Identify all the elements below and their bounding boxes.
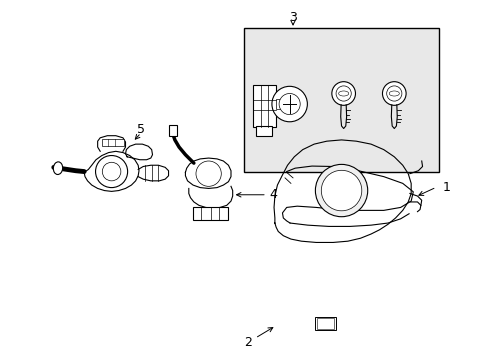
Text: 3: 3: [288, 11, 296, 24]
Bar: [256, 126, 272, 136]
Circle shape: [335, 86, 350, 101]
Bar: [252, 85, 276, 127]
Text: 1: 1: [442, 181, 450, 194]
Circle shape: [321, 170, 361, 211]
Bar: [315, 317, 335, 330]
Ellipse shape: [53, 162, 62, 175]
Ellipse shape: [388, 91, 399, 96]
Circle shape: [95, 156, 127, 188]
Circle shape: [279, 94, 300, 114]
Text: 5: 5: [137, 123, 145, 136]
Polygon shape: [273, 140, 410, 242]
Bar: [168, 125, 177, 136]
Polygon shape: [84, 151, 139, 192]
Circle shape: [271, 86, 307, 122]
Circle shape: [315, 165, 367, 217]
Circle shape: [382, 82, 405, 105]
Bar: [193, 207, 227, 220]
Bar: [316, 318, 334, 329]
Circle shape: [386, 86, 401, 101]
Circle shape: [331, 82, 355, 105]
Bar: [276, 99, 280, 109]
Text: 2: 2: [244, 336, 252, 349]
Bar: [244, 28, 438, 172]
Circle shape: [196, 161, 221, 186]
Bar: [102, 139, 123, 146]
Ellipse shape: [338, 91, 348, 96]
Text: 4: 4: [269, 188, 277, 201]
Circle shape: [102, 162, 121, 181]
